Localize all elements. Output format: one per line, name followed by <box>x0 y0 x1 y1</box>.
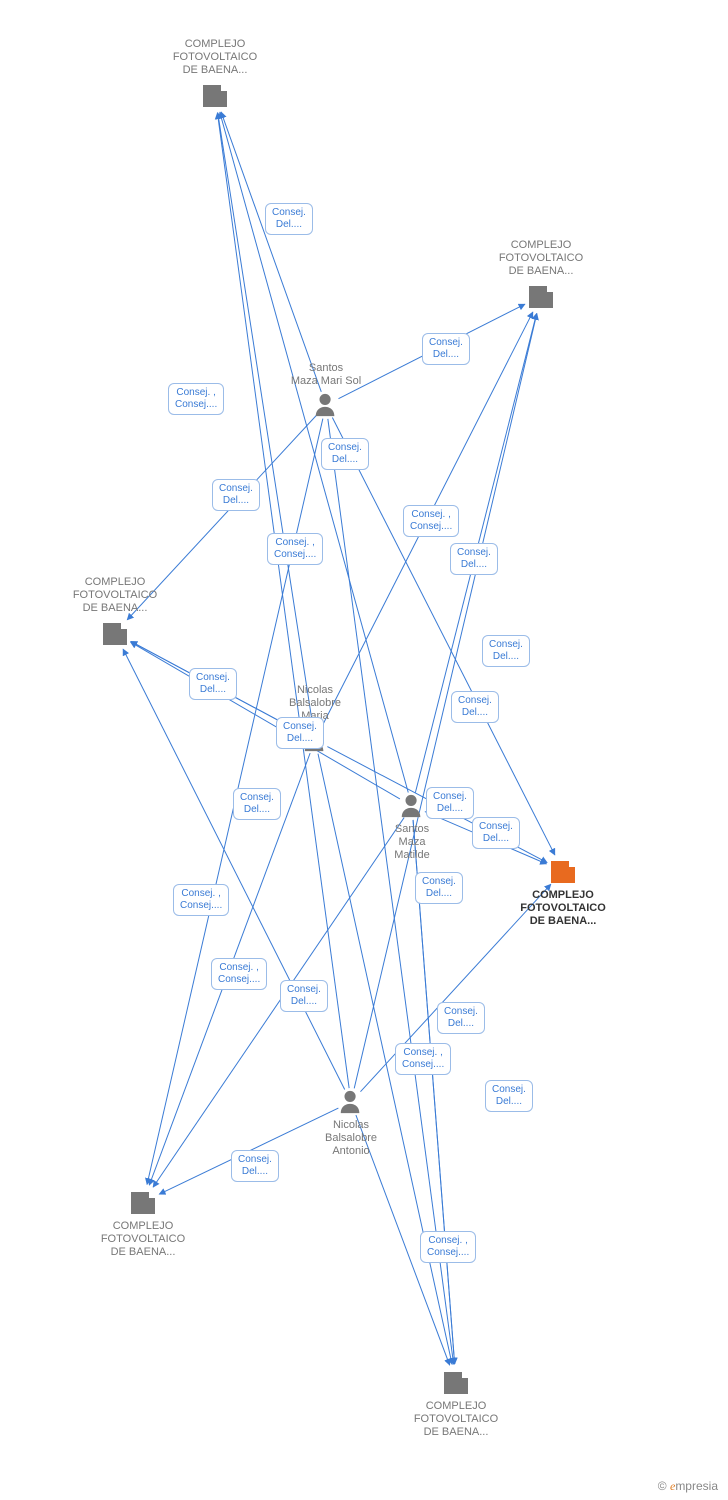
building-icon[interactable] <box>527 282 555 310</box>
person-icon[interactable] <box>302 727 328 753</box>
watermark: © empresia <box>658 1479 718 1494</box>
building-icon[interactable] <box>101 619 129 647</box>
edge <box>415 313 536 792</box>
edge <box>338 304 524 399</box>
brand-rest: mpresia <box>675 1479 718 1493</box>
person-icon[interactable] <box>313 392 339 418</box>
edge <box>147 419 323 1185</box>
edge <box>360 884 550 1091</box>
building-icon[interactable] <box>549 857 577 885</box>
building-icon[interactable] <box>201 81 229 109</box>
edge <box>425 812 547 864</box>
edge <box>217 113 349 1088</box>
edge <box>218 113 313 726</box>
edge <box>220 112 408 792</box>
building-icon[interactable] <box>442 1368 470 1396</box>
person-icon[interactable] <box>399 793 425 819</box>
person-icon[interactable] <box>338 1089 364 1115</box>
edge <box>149 753 310 1185</box>
edge <box>131 641 303 733</box>
edge <box>354 314 537 1089</box>
edge <box>327 747 547 863</box>
building-icon[interactable] <box>129 1188 157 1216</box>
edge <box>127 415 316 620</box>
edge <box>159 1108 338 1194</box>
edge <box>356 1115 450 1365</box>
copyright-symbol: © <box>658 1479 667 1493</box>
edge <box>131 642 400 799</box>
network-canvas <box>0 0 728 1500</box>
edge <box>328 419 454 1364</box>
edge <box>153 818 404 1188</box>
edge <box>332 417 554 854</box>
edge <box>321 312 532 727</box>
